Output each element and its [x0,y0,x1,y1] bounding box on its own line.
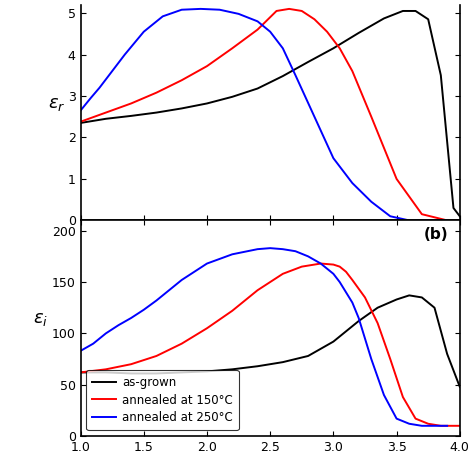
annealed at 150°C [318,261,324,266]
annealed at 250°C [368,356,374,362]
annealed at 150°C [343,269,349,274]
annealed at 250°C [103,330,109,336]
annealed at 250°C [432,423,438,428]
annealed at 250°C [97,336,102,341]
as-grown [78,370,83,375]
annealed at 250°C [330,271,336,277]
as-grown [179,370,184,375]
annealed at 250°C [349,300,355,305]
Line: annealed at 250°C: annealed at 250°C [81,248,447,426]
annealed at 250°C [154,298,159,303]
annealed at 150°C [337,264,343,269]
Legend: as-grown, annealed at 150°C, annealed at 250°C: as-grown, annealed at 150°C, annealed at… [86,370,238,430]
annealed at 250°C [280,246,286,252]
annealed at 150°C [438,423,444,428]
annealed at 250°C [292,248,298,254]
Line: annealed at 150°C: annealed at 150°C [81,264,460,426]
annealed at 150°C [103,366,109,372]
annealed at 250°C [337,279,343,285]
annealed at 150°C [255,287,260,293]
annealed at 150°C [387,356,393,362]
as-grown [432,305,438,310]
annealed at 150°C [280,271,286,277]
as-grown [406,292,412,298]
as-grown [444,351,450,357]
as-grown [229,366,235,372]
annealed at 250°C [179,277,184,283]
annealed at 250°C [141,307,146,313]
as-grown [255,364,260,369]
as-grown [356,318,362,324]
annealed at 250°C [318,261,324,266]
annealed at 250°C [204,261,210,266]
as-grown [394,297,400,302]
annealed at 150°C [413,416,419,421]
annealed at 150°C [299,264,305,269]
annealed at 150°C [229,308,235,314]
annealed at 150°C [400,394,406,400]
annealed at 250°C [444,423,450,428]
as-grown [280,359,286,365]
as-grown [330,339,336,345]
annealed at 250°C [406,421,412,427]
as-grown [457,384,463,390]
annealed at 150°C [349,277,355,283]
Text: (b): (b) [424,227,448,242]
as-grown [419,295,425,301]
annealed at 250°C [381,392,387,398]
annealed at 150°C [375,320,381,326]
as-grown [375,305,381,310]
annealed at 150°C [457,423,463,428]
as-grown [154,371,159,376]
Y-axis label: $\varepsilon_{r}$: $\varepsilon_{r}$ [48,95,65,113]
annealed at 250°C [267,246,273,251]
as-grown [204,369,210,374]
annealed at 250°C [305,254,311,259]
Y-axis label: $\varepsilon_{i}$: $\varepsilon_{i}$ [33,310,48,328]
annealed at 250°C [343,290,349,295]
annealed at 250°C [255,246,260,252]
as-grown [305,353,311,359]
annealed at 250°C [394,416,400,421]
annealed at 150°C [179,341,184,346]
annealed at 150°C [204,326,210,331]
as-grown [128,371,134,376]
annealed at 150°C [78,370,83,375]
annealed at 150°C [154,353,159,359]
annealed at 150°C [330,262,336,267]
annealed at 150°C [425,421,431,427]
annealed at 250°C [128,315,134,321]
annealed at 250°C [91,341,96,346]
annealed at 150°C [362,295,368,301]
annealed at 150°C [128,361,134,367]
annealed at 250°C [78,348,83,354]
annealed at 250°C [116,322,121,328]
Line: as-grown: as-grown [81,295,460,387]
annealed at 250°C [356,315,362,321]
annealed at 250°C [419,423,425,428]
annealed at 250°C [229,251,235,257]
as-grown [103,370,109,375]
